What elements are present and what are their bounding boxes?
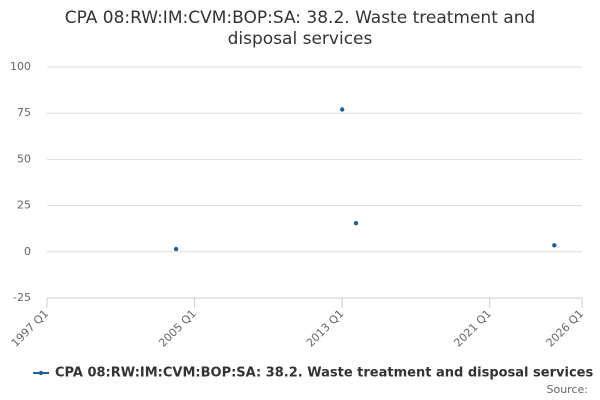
data-point <box>353 220 359 226</box>
x-tick-label: 2021 Q1 <box>451 307 494 350</box>
x-tick-label: 1997 Q1 <box>9 307 52 350</box>
legend-marker <box>38 370 44 376</box>
data-point <box>339 107 345 112</box>
y-tick-label: 100 <box>10 60 31 73</box>
y-tick-label: 25 <box>17 199 31 212</box>
x-tick-label: 2005 Q1 <box>156 307 199 350</box>
y-tick-label: -25 <box>13 291 31 304</box>
data-point <box>552 243 557 248</box>
y-tick-label: 0 <box>24 245 31 258</box>
source-label: Source: <box>547 383 589 396</box>
x-tick-label: 2026 Q1 <box>544 307 587 350</box>
chart-title-line-2: disposal services <box>228 29 373 49</box>
x-tick-label: 2013 Q1 <box>304 307 347 350</box>
data-point <box>173 246 179 252</box>
y-tick-label: 75 <box>17 106 31 119</box>
legend-label: CPA 08:RW:IM:CVM:BOP:SA: 38.2. Waste tre… <box>55 366 593 381</box>
y-tick-label: 50 <box>17 152 31 165</box>
chart-title: CPA 08:RW:IM:CVM:BOP:SA: 38.2. Waste tre… <box>65 8 536 28</box>
